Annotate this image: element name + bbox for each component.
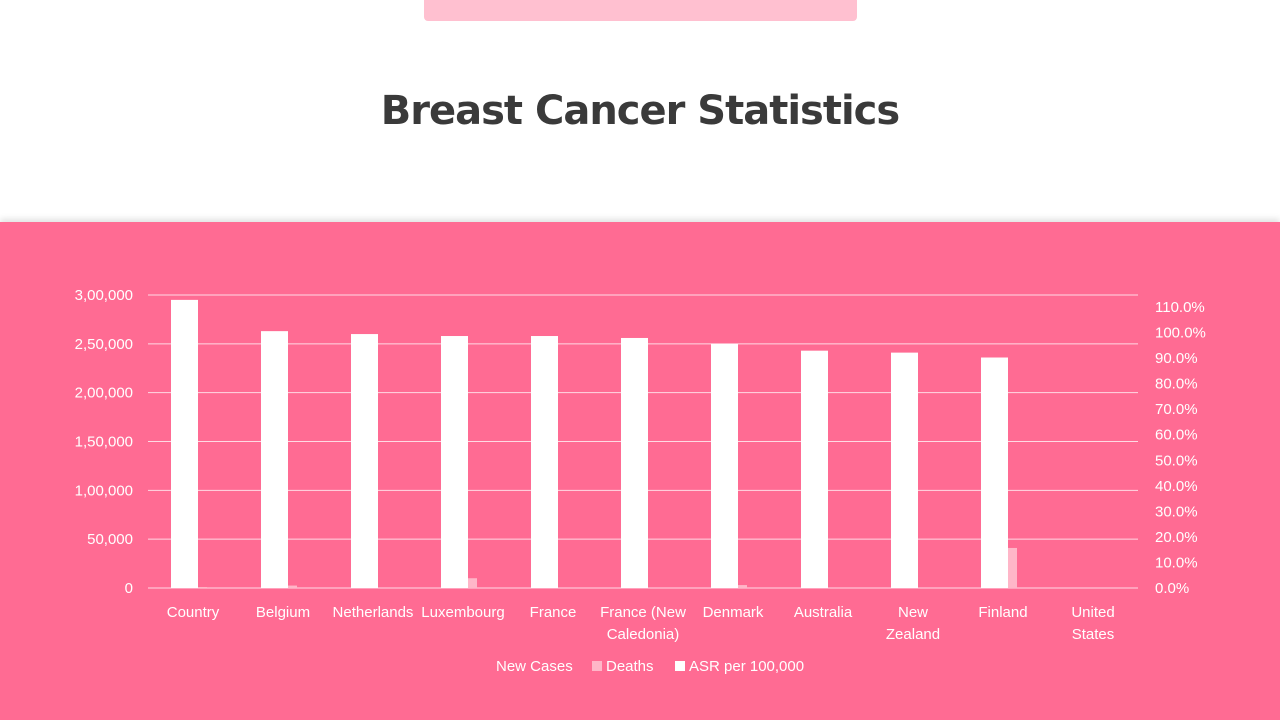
- top-tab-decoration: [424, 0, 857, 21]
- x-axis-category-label: Netherlands: [333, 604, 414, 621]
- x-axis-category-label: Finland: [978, 604, 1027, 621]
- new-cases-bar: [621, 337, 648, 588]
- new-cases-bar: [351, 334, 378, 588]
- legend-swatch: [592, 661, 602, 671]
- chart: 0 50,000 1,00,000 1,50,000 2,00,000 2,50,000 3…: [75, 287, 1206, 675]
- right-axis-tick-label: 50.0%: [1155, 452, 1198, 469]
- left-axis-tick-label: 50,000: [87, 531, 133, 548]
- x-axis-category-label: Australia: [794, 604, 853, 621]
- right-axis-tick-label: 80.0%: [1155, 376, 1198, 393]
- legend-label: Deaths: [606, 658, 654, 675]
- new-cases-bar: [441, 336, 468, 588]
- x-axis-category-label: United: [1071, 604, 1114, 621]
- x-axis-category-label: States: [1072, 626, 1115, 643]
- bars: [171, 299, 1017, 589]
- x-axis-category-label: Country: [167, 604, 220, 621]
- right-axis-tick-label: 60.0%: [1155, 427, 1198, 444]
- legend-label: ASR per 100,000: [689, 658, 804, 675]
- left-axis-tick-label: 1,00,000: [75, 482, 133, 499]
- left-axis-tick-label: 2,50,000: [75, 336, 133, 353]
- chart-panel: 0 50,000 1,00,000 1,50,000 2,00,000 2,50,000 3…: [0, 222, 1280, 720]
- right-axis-tick-label: 30.0%: [1155, 503, 1198, 520]
- legend-label: New Cases: [496, 658, 573, 675]
- right-axis-tick-label: 20.0%: [1155, 529, 1198, 546]
- deaths-bar: [1008, 547, 1017, 588]
- new-cases-bar: [711, 343, 738, 588]
- legend: New Cases Deaths ASR per 100,000: [496, 658, 804, 675]
- right-axis-tick-label: 40.0%: [1155, 478, 1198, 495]
- x-axis-category-label: Denmark: [703, 604, 764, 621]
- left-axis-tick-label: 0: [125, 580, 133, 597]
- deaths-bar: [468, 578, 477, 588]
- new-cases-bar: [531, 336, 558, 588]
- new-cases-bar: [261, 331, 288, 588]
- right-axis-tick-label: 110.0%: [1155, 299, 1205, 316]
- page-title: Breast Cancer Statistics: [380, 88, 900, 134]
- right-axis-tick-label: 100.0%: [1155, 325, 1206, 342]
- right-axis-tick-label: 0.0%: [1155, 580, 1189, 597]
- x-axis-category-label: Caledonia): [607, 626, 680, 643]
- x-axis-category-label: Luxembourg: [421, 604, 504, 621]
- x-axis-category-label: Belgium: [256, 604, 310, 621]
- deaths-bar: [288, 585, 297, 588]
- x-axis-category-label: France: [530, 604, 577, 621]
- new-cases-bar: [981, 357, 1008, 588]
- x-axis-category-label: Zealand: [886, 626, 940, 643]
- legend-swatch: [675, 661, 685, 671]
- x-axis-category-label: France (New: [600, 604, 686, 621]
- right-axis-tick-label: 70.0%: [1155, 401, 1198, 418]
- right-axis-tick-label: 90.0%: [1155, 350, 1198, 367]
- right-axis-tick-label: 10.0%: [1155, 554, 1198, 571]
- x-axis-category-label: New: [898, 604, 928, 621]
- left-axis-tick-label: 2,00,000: [75, 385, 133, 402]
- left-axis-tick-label: 1,50,000: [75, 434, 133, 451]
- new-cases-bar: [801, 350, 828, 588]
- left-axis-tick-label: 3,00,000: [75, 287, 133, 304]
- right-axis: 0.0% 10.0% 20.0% 30.0% 40.0% 50.0% 60.0% 70.0% 8…: [1155, 299, 1206, 597]
- deaths-bar: [198, 587, 207, 589]
- deaths-bar: [738, 585, 747, 588]
- left-axis: 0 50,000 1,00,000 1,50,000 2,00,000 2,50,000 3…: [75, 287, 133, 597]
- new-cases-bar: [891, 352, 918, 588]
- new-cases-bar: [171, 299, 198, 588]
- x-axis-labels: Country Belgium Netherlands Luxembourg Franc…: [167, 604, 1115, 643]
